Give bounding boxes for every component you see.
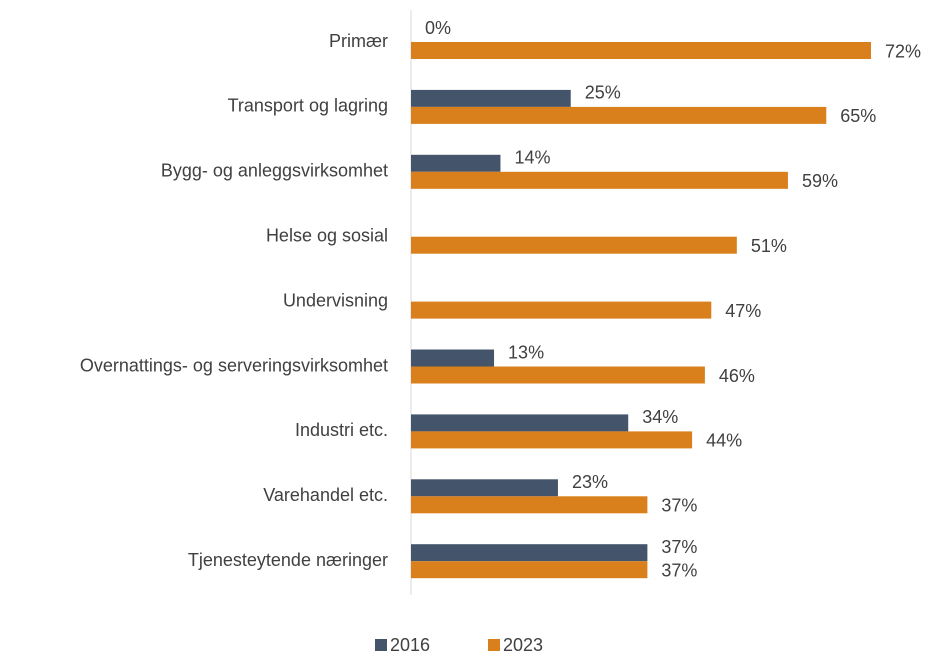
bar [411,544,648,562]
bar [411,414,629,432]
bar [411,236,737,254]
data-label: 47% [725,301,761,321]
legend-swatch [488,639,500,651]
bar [411,366,705,384]
category-label: Undervisning [283,290,388,310]
data-label: 37% [661,537,697,557]
bar [411,561,648,579]
data-label: 59% [802,171,838,191]
bar [411,349,495,367]
category-label: Bygg- og anleggsvirksomhet [161,161,388,181]
data-label: 14% [514,148,550,168]
data-label: 23% [572,472,608,492]
bar [411,171,788,189]
category-label: Transport og lagring [228,96,388,116]
bar [411,154,501,172]
data-label: 51% [751,236,787,256]
legend-label: 2016 [390,635,430,655]
bar [411,106,827,124]
category-label: Varehandel etc. [263,485,388,505]
data-label: 44% [706,431,742,451]
data-label: 37% [661,560,697,580]
data-label: 25% [585,83,621,103]
data-label: 37% [661,496,697,516]
data-label: 34% [642,407,678,427]
data-label: 46% [719,366,755,386]
category-label: Tjenesteytende næringer [188,550,388,570]
bar [411,431,693,449]
legend-label: 2023 [503,635,543,655]
bar [411,479,558,497]
bar [411,301,712,319]
category-label: Primær [329,31,388,51]
data-label: 65% [840,106,876,126]
category-label: Helse og sosial [266,225,388,245]
data-label: 72% [885,41,921,61]
bar [411,89,571,107]
bar [411,496,648,514]
data-label: 13% [508,342,544,362]
legend-swatch [375,639,387,651]
data-label: 0% [425,18,451,38]
category-label: Overnattings- og serveringsvirksomhet [80,355,388,375]
category-label: Industri etc. [295,420,388,440]
bar [411,42,871,59]
